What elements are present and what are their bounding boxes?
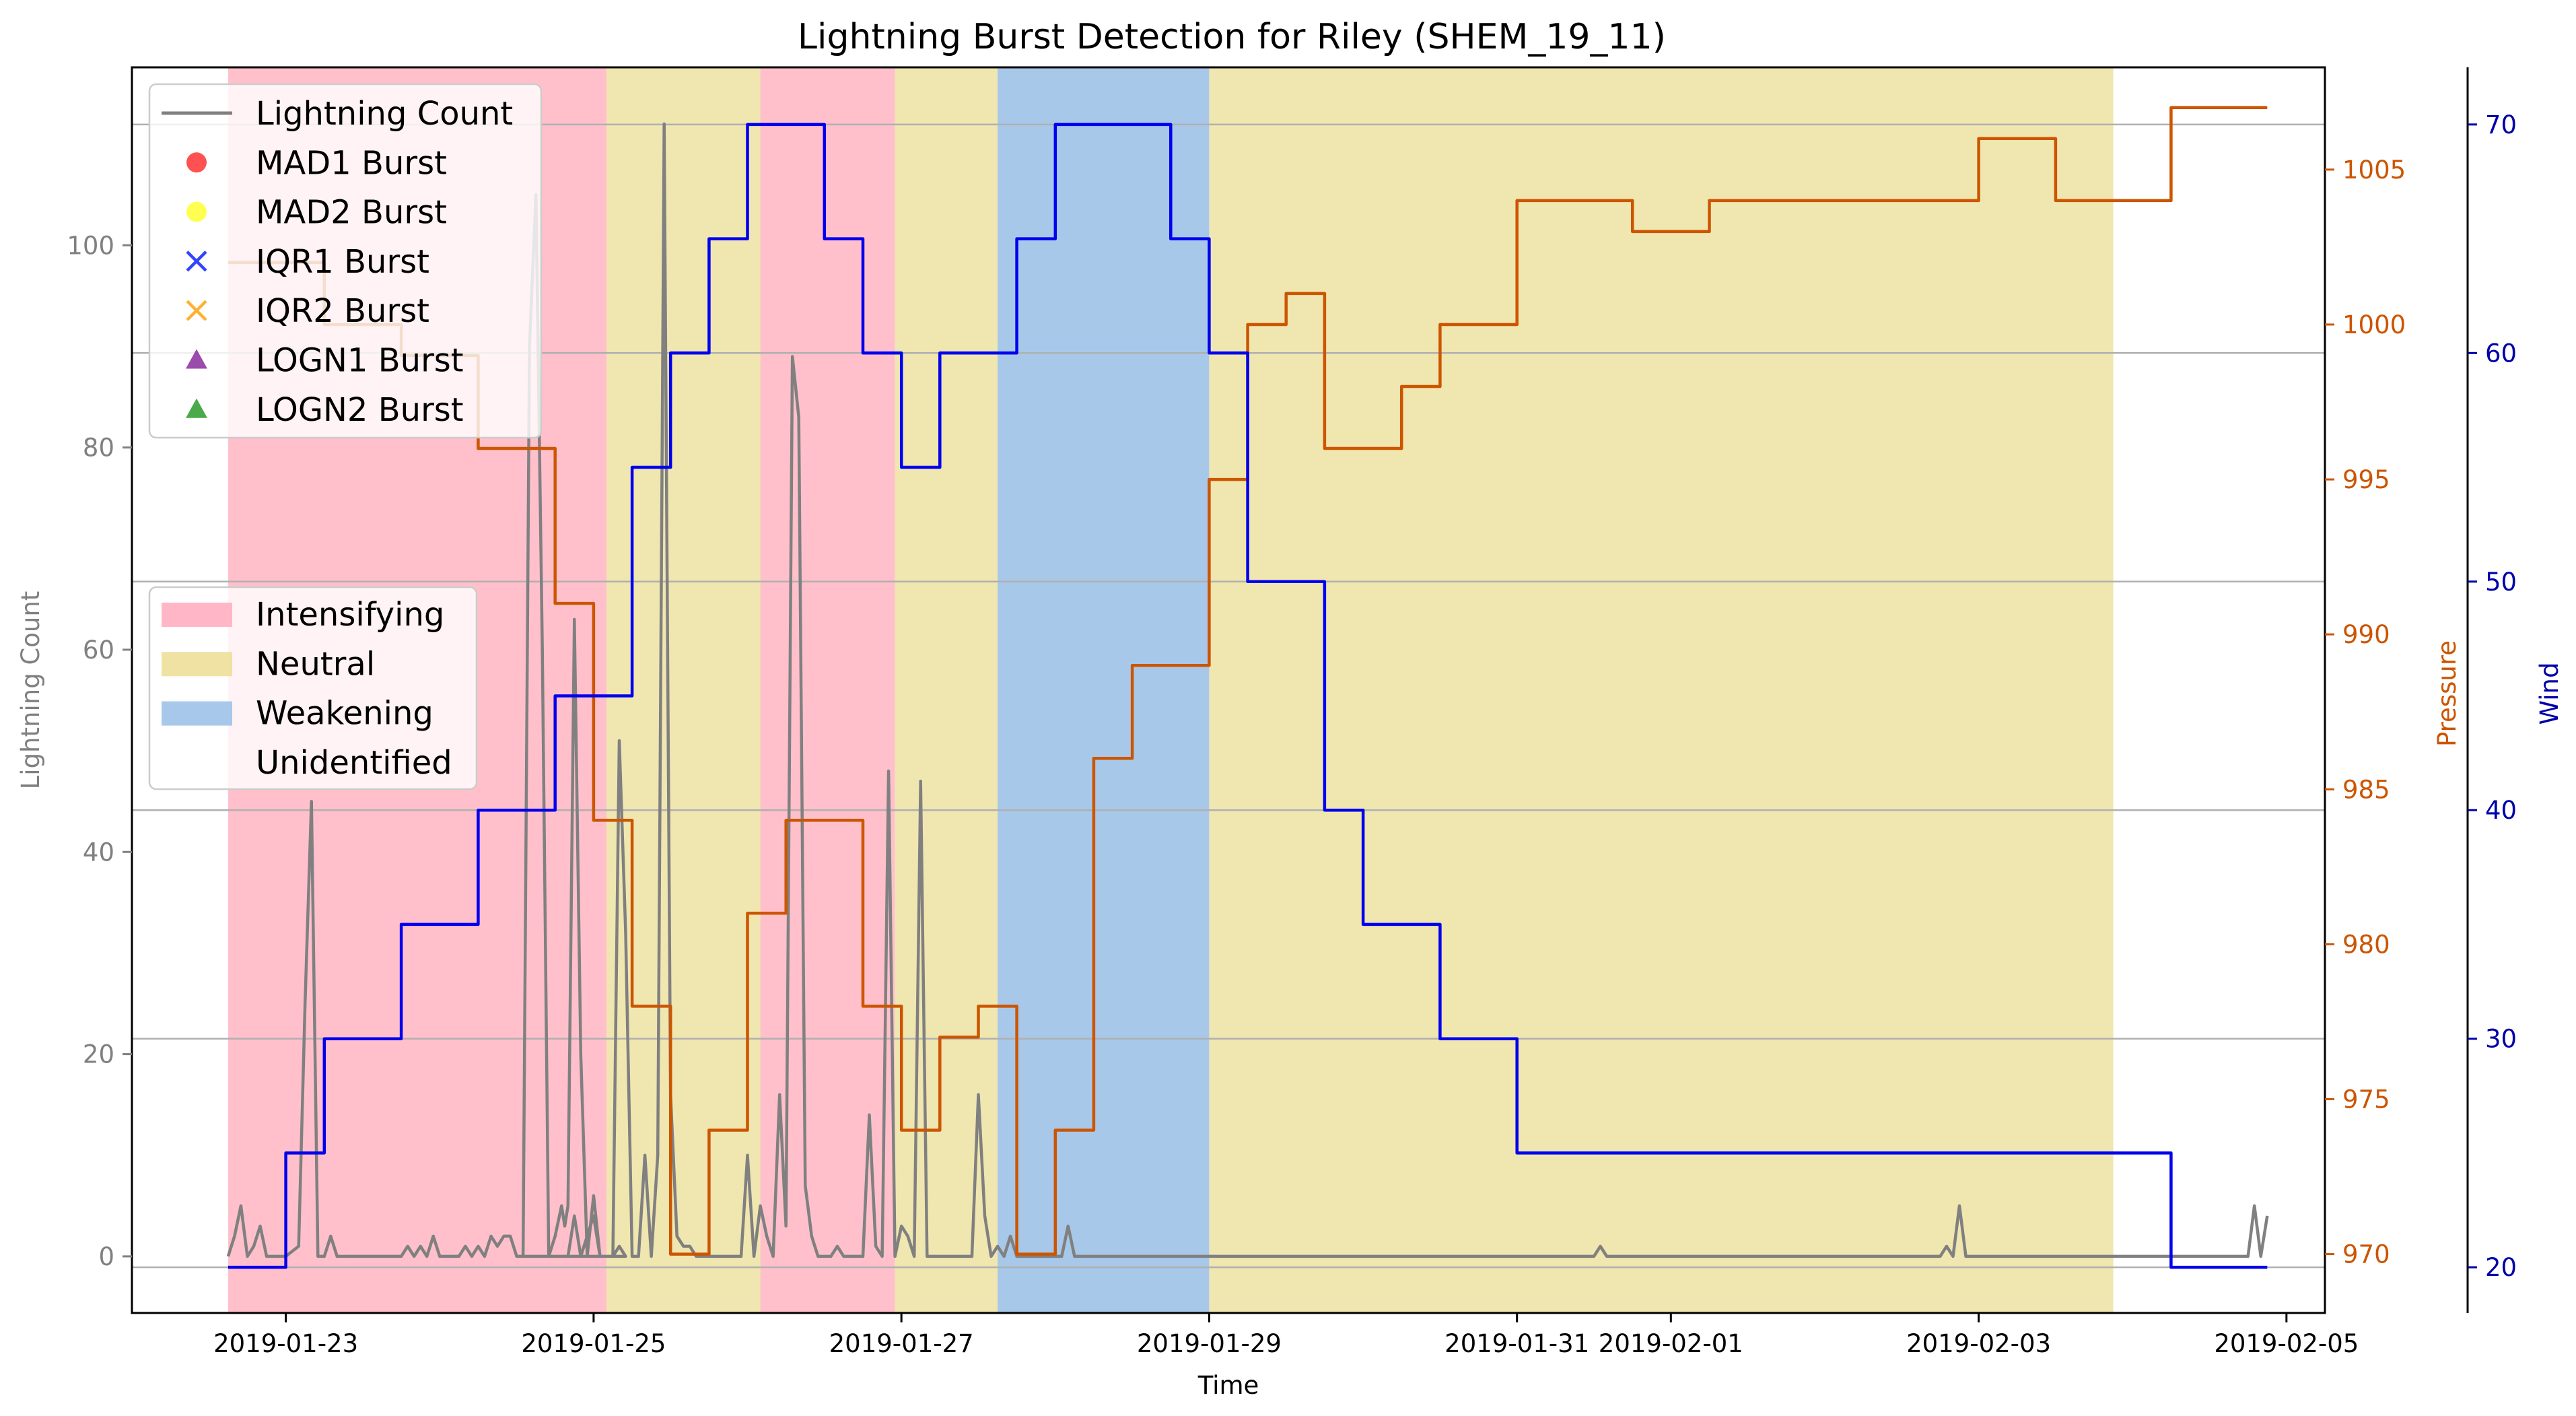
y-axis-label-pressure: Pressure [2433, 640, 2462, 747]
legend-swatch [162, 652, 232, 677]
y-pressure-tick-label: 980 [2342, 930, 2390, 959]
y-pressure-tick-label: 975 [2342, 1085, 2390, 1114]
x-axis-label: Time [1197, 1371, 1259, 1400]
legend-triangle-marker [186, 398, 207, 418]
legend-box [148, 586, 478, 790]
phase-band-weakening [998, 67, 1210, 1313]
y-left-tick-label: 0 [98, 1242, 114, 1271]
legend-phases: Intensifying Neutral Weakening Unidentified [148, 586, 478, 790]
legend-label: MAD1 Burst [256, 144, 447, 182]
legend-label: IQR1 Burst [256, 243, 429, 281]
legend-x-marker [186, 250, 207, 272]
y-pressure-tick-label: 1000 [2342, 310, 2406, 339]
legend-label: Neutral [256, 645, 375, 683]
phase-band-intensifying [760, 67, 895, 1313]
legend-circle-marker [186, 201, 207, 222]
legend-swatch [162, 603, 232, 627]
y-left-tick-label: 80 [83, 434, 114, 463]
x-tick-label: 2019-01-25 [521, 1329, 666, 1358]
legend-x-marker [186, 300, 207, 321]
y-pressure-tick-label: 985 [2342, 775, 2390, 804]
y-wind-tick-label: 40 [2485, 796, 2517, 825]
y-wind-tick-label: 30 [2485, 1025, 2517, 1054]
legend-swatch [162, 701, 232, 726]
x-tick-label: 2019-02-01 [1599, 1329, 1743, 1358]
y-wind-tick-label: 50 [2485, 568, 2517, 597]
y-left-tick-label: 100 [67, 231, 114, 260]
y-left-tick-label: 20 [83, 1040, 114, 1069]
x-tick-label: 2019-01-27 [829, 1329, 974, 1358]
phase-band-neutral [895, 67, 998, 1313]
legend-triangle-marker [186, 349, 207, 369]
y-left-tick-label: 40 [83, 838, 114, 867]
legend-label: LOGN2 Burst [256, 391, 464, 429]
series-line-lightning-count [226, 122, 2269, 1258]
series-line-wind [228, 123, 2268, 1269]
y-pressure-tick-label: 970 [2342, 1240, 2390, 1269]
x-tick-label: 2019-02-03 [1906, 1329, 2051, 1358]
y-wind-tick-label: 70 [2485, 110, 2517, 139]
phase-bands [228, 67, 2114, 1313]
y-pressure-tick-label: 990 [2342, 620, 2390, 649]
x-tick-label: 2019-01-29 [1137, 1329, 1282, 1358]
x-tick-label: 2019-01-23 [213, 1329, 358, 1358]
legend-circle-marker [186, 152, 207, 173]
y-pressure-tick-label: 1005 [2342, 156, 2406, 184]
y-wind-tick-label: 60 [2485, 339, 2517, 368]
legend-label: MAD2 Burst [256, 194, 447, 232]
legend-label: Unidentified [256, 744, 452, 782]
axes-layer: 2019-01-23 2019-01-25 2019-01-27 2019-01-29… [67, 67, 2517, 1358]
y-wind-tick-label: 20 [2485, 1253, 2517, 1282]
y-axis-label-wind: Wind [2535, 663, 2564, 725]
legend-label: LOGN1 Burst [256, 342, 464, 380]
chart-title: Lightning Burst Detection for Riley (SHE… [798, 17, 1666, 57]
y-left-tick-label: 60 [83, 636, 114, 665]
legend-label: Lightning Count [256, 95, 513, 133]
y-axis-label-lightning: Lightning Count [16, 591, 45, 790]
x-tick-label: 2019-01-31 [1444, 1329, 1589, 1358]
plot-frame [131, 66, 2326, 1314]
phase-band-neutral [1209, 67, 2114, 1313]
x-tick-label: 2019-02-05 [2214, 1329, 2359, 1358]
legend-label: Intensifying [256, 596, 444, 634]
legend-box [148, 83, 543, 439]
legend-bursts: Lightning Count MAD1 Burst MAD2 Burst IQR1 … [148, 83, 543, 439]
y-pressure-tick-label: 995 [2342, 465, 2390, 494]
legend-label: IQR2 Burst [256, 292, 429, 330]
series-layer [226, 106, 2269, 1269]
legend-label: Weakening [256, 695, 433, 733]
series-line-pressure [228, 106, 2268, 1256]
